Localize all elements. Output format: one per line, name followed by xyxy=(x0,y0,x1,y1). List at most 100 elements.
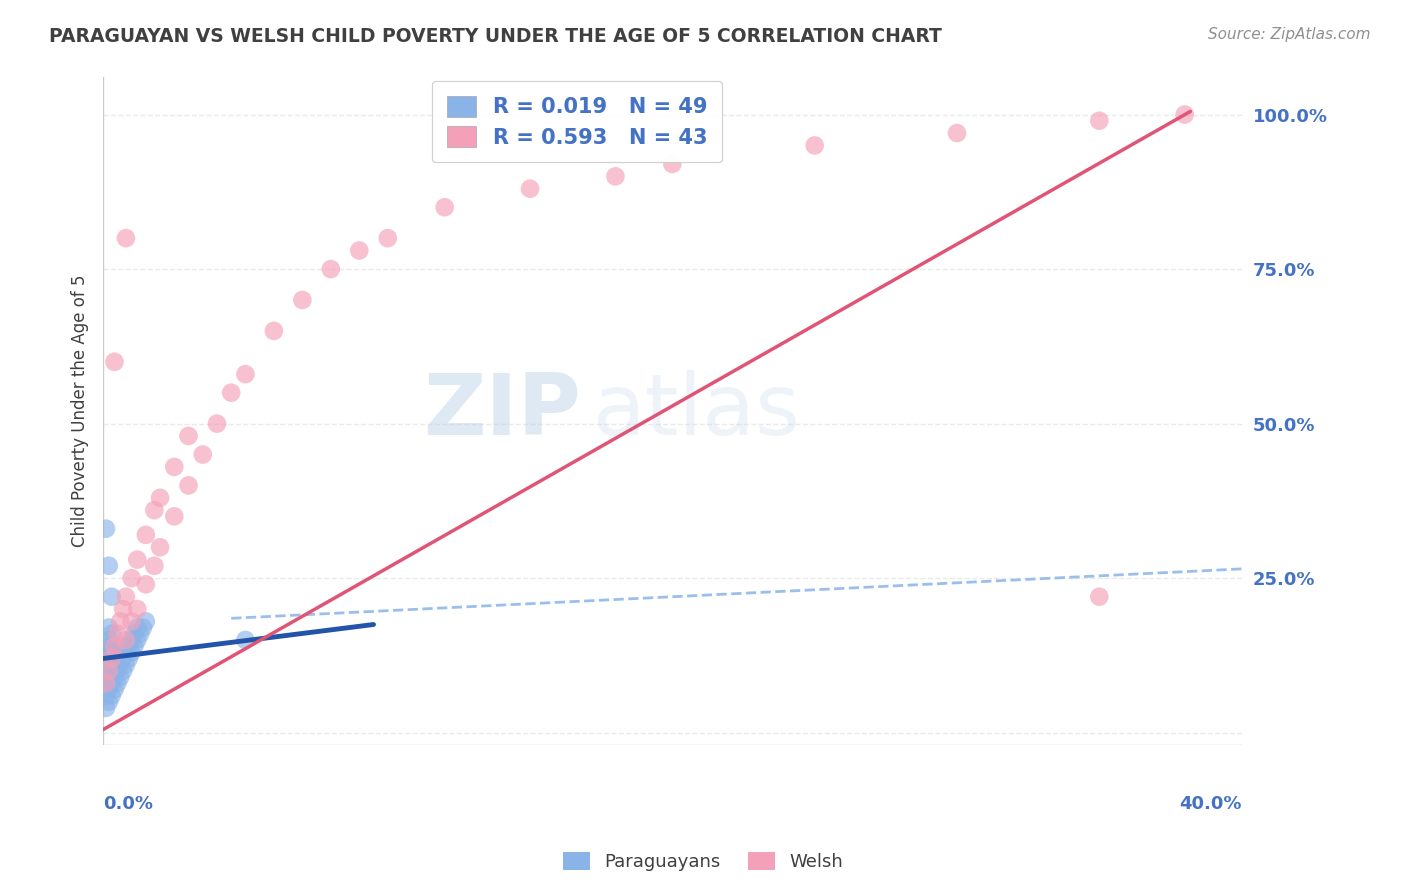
Point xyxy=(143,558,166,573)
Point xyxy=(605,169,627,184)
Point xyxy=(97,695,120,709)
Point xyxy=(124,627,146,641)
Point xyxy=(97,639,120,653)
Point xyxy=(433,200,456,214)
Point xyxy=(112,639,135,653)
Point xyxy=(127,552,149,566)
Point xyxy=(112,664,135,678)
Point xyxy=(946,126,969,140)
Point xyxy=(149,491,172,505)
Text: 0.0%: 0.0% xyxy=(103,795,153,814)
Point xyxy=(291,293,314,307)
Point xyxy=(163,459,186,474)
Point xyxy=(803,138,825,153)
Point xyxy=(94,676,117,690)
Point xyxy=(127,602,149,616)
Point xyxy=(100,627,122,641)
Point xyxy=(103,670,125,684)
Point xyxy=(94,689,117,703)
Point xyxy=(105,676,128,690)
Point xyxy=(349,244,371,258)
Text: PARAGUAYAN VS WELSH CHILD POVERTY UNDER THE AGE OF 5 CORRELATION CHART: PARAGUAYAN VS WELSH CHILD POVERTY UNDER … xyxy=(49,27,942,45)
Point xyxy=(105,651,128,665)
Point xyxy=(103,639,125,653)
Point xyxy=(661,157,683,171)
Point xyxy=(97,558,120,573)
Point xyxy=(100,651,122,665)
Point xyxy=(115,645,138,659)
Point xyxy=(97,621,120,635)
Point xyxy=(97,645,120,659)
Point xyxy=(94,522,117,536)
Point xyxy=(100,590,122,604)
Point xyxy=(115,590,138,604)
Point xyxy=(115,657,138,672)
Point xyxy=(94,676,117,690)
Point xyxy=(121,632,143,647)
Point xyxy=(112,651,135,665)
Point xyxy=(127,621,149,635)
Point xyxy=(1088,590,1111,604)
Point xyxy=(97,632,120,647)
Point xyxy=(519,182,541,196)
Point xyxy=(100,664,122,678)
Y-axis label: Child Poverty Under the Age of 5: Child Poverty Under the Age of 5 xyxy=(72,275,89,548)
Point xyxy=(97,670,120,684)
Point xyxy=(97,682,120,697)
Point xyxy=(108,657,131,672)
Point xyxy=(235,367,257,381)
Text: Source: ZipAtlas.com: Source: ZipAtlas.com xyxy=(1208,27,1371,42)
Point xyxy=(115,231,138,245)
Text: 40.0%: 40.0% xyxy=(1180,795,1241,814)
Point xyxy=(149,540,172,554)
Point xyxy=(97,657,120,672)
Point xyxy=(235,632,257,647)
Legend: R = 0.019   N = 49, R = 0.593   N = 43: R = 0.019 N = 49, R = 0.593 N = 43 xyxy=(432,81,721,162)
Point xyxy=(118,639,141,653)
Point xyxy=(115,632,138,647)
Point xyxy=(132,621,155,635)
Point xyxy=(100,639,122,653)
Point xyxy=(94,664,117,678)
Point xyxy=(219,385,242,400)
Point xyxy=(177,478,200,492)
Point xyxy=(94,651,117,665)
Point xyxy=(103,355,125,369)
Point xyxy=(94,701,117,715)
Point xyxy=(177,429,200,443)
Point xyxy=(124,639,146,653)
Point xyxy=(121,571,143,585)
Legend: Paraguayans, Welsh: Paraguayans, Welsh xyxy=(555,845,851,879)
Point xyxy=(103,682,125,697)
Point xyxy=(100,651,122,665)
Point xyxy=(191,448,214,462)
Point xyxy=(108,670,131,684)
Point xyxy=(100,676,122,690)
Point xyxy=(205,417,228,431)
Point xyxy=(121,645,143,659)
Point xyxy=(263,324,285,338)
Text: ZIP: ZIP xyxy=(423,370,581,453)
Point xyxy=(121,615,143,629)
Point xyxy=(103,657,125,672)
Point xyxy=(118,651,141,665)
Point xyxy=(94,676,117,690)
Text: atlas: atlas xyxy=(593,370,800,453)
Point xyxy=(1174,107,1197,121)
Point xyxy=(112,602,135,616)
Point xyxy=(100,689,122,703)
Point xyxy=(135,577,157,591)
Point xyxy=(127,632,149,647)
Point xyxy=(163,509,186,524)
Point xyxy=(108,615,131,629)
Point xyxy=(319,262,342,277)
Point xyxy=(105,627,128,641)
Point xyxy=(1088,113,1111,128)
Point xyxy=(135,615,157,629)
Point xyxy=(377,231,399,245)
Point xyxy=(143,503,166,517)
Point xyxy=(135,528,157,542)
Point xyxy=(105,664,128,678)
Point xyxy=(129,627,152,641)
Point xyxy=(103,645,125,659)
